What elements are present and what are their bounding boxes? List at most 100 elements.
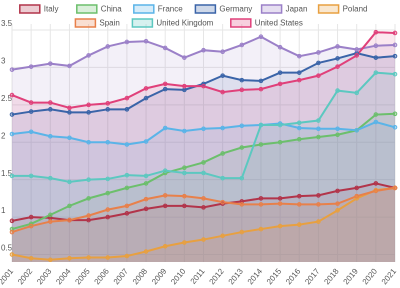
point: [335, 56, 340, 61]
point: [48, 100, 53, 105]
point: [220, 73, 225, 78]
point: [335, 126, 340, 132]
point: [67, 105, 72, 111]
point: [316, 60, 321, 66]
point: [296, 125, 302, 131]
x-tick-label: 2006: [93, 266, 112, 286]
point: [48, 219, 53, 224]
x-tick-label: 2017: [303, 266, 322, 286]
point: [143, 95, 149, 101]
point: [373, 70, 379, 75]
line: [11, 186, 396, 234]
point: [201, 170, 206, 176]
point: [9, 92, 15, 98]
y-tick-label: 1: [1, 206, 6, 215]
point: [86, 102, 91, 108]
point: [86, 177, 91, 182]
legend-swatch: [230, 18, 252, 28]
legend-swatch: [131, 18, 154, 28]
point: [143, 181, 149, 186]
point: [67, 255, 72, 261]
line: [12, 71, 396, 183]
point: [239, 87, 245, 93]
point: [201, 126, 206, 132]
point: [239, 123, 245, 129]
area-fill: [12, 187, 395, 262]
y-tick-label: 2: [1, 131, 6, 140]
x-tick-label: 2008: [131, 266, 150, 286]
point: [277, 70, 283, 75]
point: [162, 86, 168, 92]
y-tick-label: 0.5: [1, 244, 13, 253]
point: [9, 131, 15, 137]
legend-swatch: [133, 4, 155, 14]
point: [373, 119, 379, 125]
line: [11, 112, 396, 231]
point: [124, 142, 130, 147]
point: [67, 110, 72, 115]
point: [316, 134, 321, 140]
point: [258, 202, 264, 207]
x-tick-label: 2021: [380, 266, 399, 286]
point: [162, 81, 168, 87]
point: [373, 55, 379, 60]
point: [277, 139, 283, 145]
legend-label: United Kingdom: [156, 19, 213, 28]
point: [277, 223, 283, 229]
point: [182, 165, 187, 170]
point: [143, 196, 149, 202]
legend-label: Germany: [219, 5, 252, 14]
point: [182, 83, 187, 89]
x-tick-label: 2009: [150, 266, 169, 286]
point: [86, 213, 91, 218]
point: [28, 100, 34, 105]
point: [28, 129, 34, 135]
point: [239, 145, 245, 150]
x-tick-label: 2004: [54, 266, 73, 286]
point: [124, 211, 130, 216]
y-tick-label: 3.5: [1, 19, 13, 28]
x-tick-label: 2012: [207, 266, 226, 286]
point: [28, 64, 34, 69]
point: [86, 139, 91, 145]
point: [28, 173, 34, 179]
point: [316, 50, 321, 55]
point: [9, 112, 15, 117]
point: [335, 201, 340, 206]
point: [105, 214, 111, 220]
point: [86, 255, 91, 260]
point: [143, 38, 149, 44]
y-tick-label: 2.5: [1, 94, 13, 103]
point: [28, 255, 34, 261]
point: [220, 89, 225, 95]
line: [11, 182, 396, 222]
x-tick-label: 2013: [227, 266, 246, 286]
point: [162, 45, 168, 51]
point: [105, 101, 111, 106]
point: [143, 206, 149, 212]
point: [277, 201, 283, 206]
point: [28, 109, 34, 114]
point: [296, 70, 302, 75]
point: [9, 252, 15, 257]
point: [239, 175, 245, 181]
point: [67, 63, 72, 69]
point: [28, 223, 34, 229]
point: [9, 218, 15, 224]
point: [105, 255, 111, 260]
legend-label: France: [158, 5, 183, 14]
point: [182, 170, 187, 176]
point: [354, 90, 360, 96]
x-tick-label: 2007: [112, 266, 131, 286]
x-tick-label: 2010: [169, 266, 188, 286]
x-tick-label: 2015: [265, 266, 284, 286]
point: [277, 44, 283, 50]
legend-swatch: [19, 4, 41, 14]
point: [239, 229, 245, 235]
point: [239, 202, 245, 207]
line: [11, 186, 396, 261]
y-tick-label: 1.5: [1, 169, 13, 178]
point: [162, 168, 168, 173]
point: [354, 53, 360, 58]
point: [182, 128, 187, 134]
